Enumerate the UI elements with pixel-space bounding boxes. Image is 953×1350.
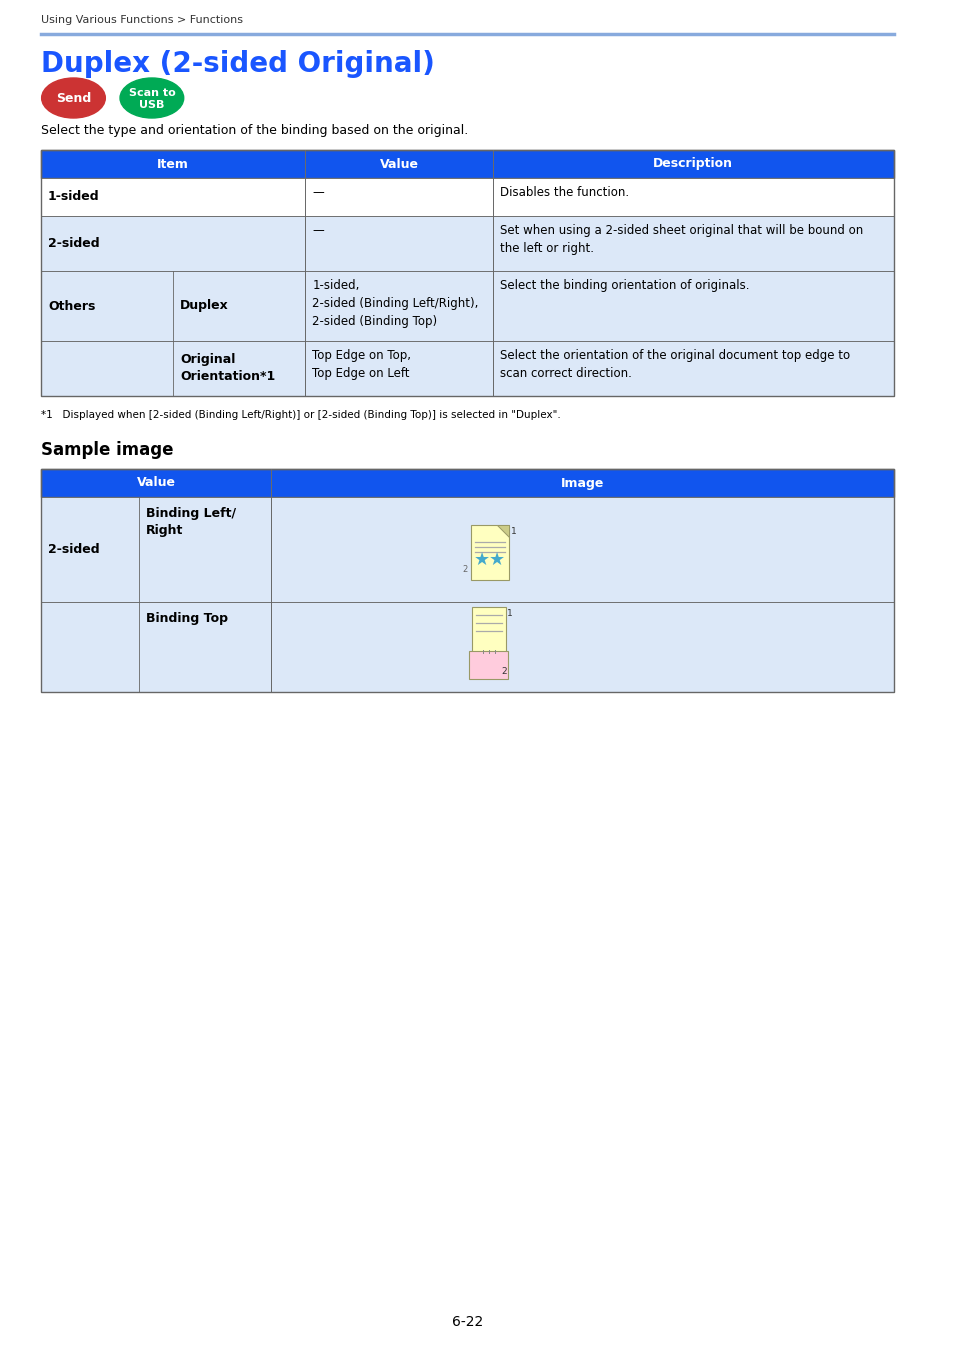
Text: ★: ★ xyxy=(488,551,504,568)
Text: Image: Image xyxy=(560,477,603,490)
Text: 2: 2 xyxy=(462,564,467,574)
FancyBboxPatch shape xyxy=(41,342,893,396)
Text: 1: 1 xyxy=(506,609,512,618)
FancyBboxPatch shape xyxy=(41,271,893,342)
Text: Original
Orientation*1: Original Orientation*1 xyxy=(180,354,275,383)
Text: Disables the function.: Disables the function. xyxy=(499,186,628,198)
Text: *1   Displayed when [2-sided (Binding Left/Right)] or [2-sided (Binding Top)] is: *1 Displayed when [2-sided (Binding Left… xyxy=(41,410,560,420)
Text: 2-sided: 2-sided xyxy=(48,238,99,250)
FancyBboxPatch shape xyxy=(41,178,893,216)
Text: 1-sided,
2-sided (Binding Left/Right),
2-sided (Binding Top): 1-sided, 2-sided (Binding Left/Right), 2… xyxy=(312,279,478,328)
Text: Send: Send xyxy=(56,92,91,104)
Text: 1: 1 xyxy=(510,526,516,536)
FancyBboxPatch shape xyxy=(41,497,893,602)
Text: Top Edge on Top,
Top Edge on Left: Top Edge on Top, Top Edge on Left xyxy=(312,350,411,379)
Text: Select the binding orientation of originals.: Select the binding orientation of origin… xyxy=(499,279,748,292)
Polygon shape xyxy=(497,525,508,536)
Text: Binding Top: Binding Top xyxy=(146,612,228,625)
Text: —: — xyxy=(312,186,324,198)
Text: USB: USB xyxy=(139,100,164,109)
Text: 2-sided: 2-sided xyxy=(48,543,99,556)
Text: Sample image: Sample image xyxy=(41,441,173,459)
Text: 1-sided: 1-sided xyxy=(48,190,99,204)
FancyBboxPatch shape xyxy=(41,602,893,693)
Text: ★: ★ xyxy=(474,551,490,568)
Text: Item: Item xyxy=(157,158,189,170)
FancyBboxPatch shape xyxy=(472,608,505,652)
FancyBboxPatch shape xyxy=(41,216,893,271)
Text: Using Various Functions > Functions: Using Various Functions > Functions xyxy=(41,15,243,26)
Text: Scan to: Scan to xyxy=(129,88,175,99)
Text: Select the orientation of the original document top edge to
scan correct directi: Select the orientation of the original d… xyxy=(499,350,849,379)
Ellipse shape xyxy=(42,78,105,117)
Text: 6-22: 6-22 xyxy=(452,1315,482,1328)
FancyBboxPatch shape xyxy=(41,468,893,497)
Text: Duplex (2-sided Original): Duplex (2-sided Original) xyxy=(41,50,435,78)
Text: Value: Value xyxy=(136,477,175,490)
Text: Duplex: Duplex xyxy=(180,300,229,312)
Text: Binding Left/
Right: Binding Left/ Right xyxy=(146,508,236,537)
Ellipse shape xyxy=(120,78,184,117)
Text: Set when using a 2-sided sheet original that will be bound on
the left or right.: Set when using a 2-sided sheet original … xyxy=(499,224,862,255)
Text: 2: 2 xyxy=(500,667,506,675)
Text: Others: Others xyxy=(48,300,95,312)
Text: Value: Value xyxy=(379,158,418,170)
FancyBboxPatch shape xyxy=(471,525,508,579)
Text: Select the type and orientation of the binding based on the original.: Select the type and orientation of the b… xyxy=(41,124,468,136)
FancyBboxPatch shape xyxy=(468,651,507,679)
FancyBboxPatch shape xyxy=(41,150,893,178)
Text: —: — xyxy=(312,224,324,238)
Text: Description: Description xyxy=(653,158,733,170)
